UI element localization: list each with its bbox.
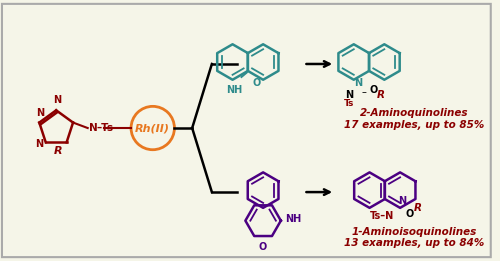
Text: N: N: [34, 139, 43, 149]
Text: N: N: [88, 123, 98, 133]
Text: –: –: [361, 87, 366, 97]
Text: Ts–N: Ts–N: [370, 211, 394, 221]
Text: NH: NH: [285, 214, 301, 224]
Text: O: O: [252, 78, 260, 88]
Text: Rh(II): Rh(II): [135, 123, 170, 133]
Text: R: R: [376, 90, 384, 100]
Text: R: R: [54, 146, 62, 156]
Text: N: N: [354, 78, 362, 88]
Text: N: N: [53, 95, 61, 105]
Text: O: O: [405, 209, 413, 219]
Text: NH: NH: [226, 85, 242, 95]
Text: N: N: [398, 196, 406, 206]
Text: –Ts: –Ts: [96, 123, 114, 133]
Text: 1-Aminoisoquinolines
13 examples, up to 84%: 1-Aminoisoquinolines 13 examples, up to …: [344, 227, 484, 248]
Text: O: O: [370, 85, 378, 95]
Text: R: R: [414, 203, 422, 213]
Text: N: N: [36, 108, 44, 118]
Text: Ts: Ts: [344, 99, 354, 109]
Text: O: O: [259, 242, 267, 252]
Text: 2-Aminoquinolines
17 examples, up to 85%: 2-Aminoquinolines 17 examples, up to 85%: [344, 108, 484, 130]
Text: N: N: [345, 90, 353, 100]
